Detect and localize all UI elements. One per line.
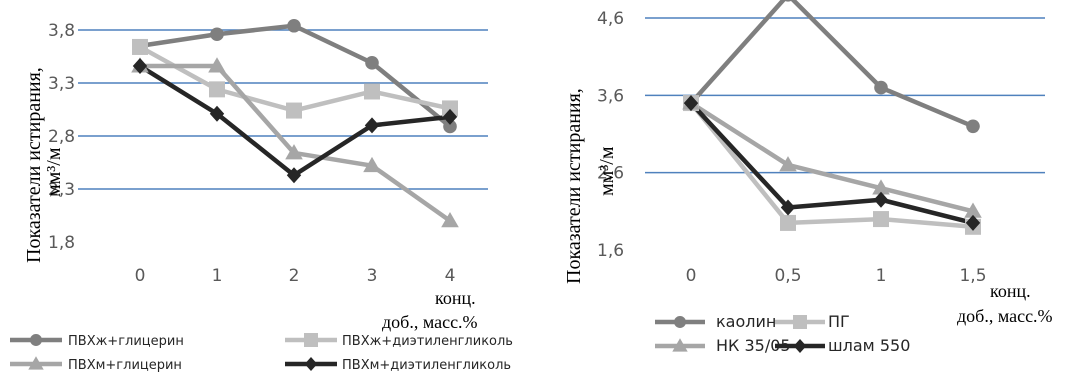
series-line xyxy=(689,101,974,226)
data-point xyxy=(208,57,226,73)
data-point xyxy=(209,105,225,122)
data-point xyxy=(365,56,379,70)
data-point xyxy=(780,214,796,231)
series-line xyxy=(138,44,451,113)
y-tick-label: 2,8 xyxy=(48,127,75,147)
y-axis-unit-label: мм³/м xyxy=(43,147,65,197)
y-axis-unit-label: мм³/м xyxy=(596,146,618,196)
x-tick-label: 1 xyxy=(212,266,223,286)
data-point xyxy=(441,212,459,228)
data-point xyxy=(873,211,889,228)
x-axis-label-line1: конц. xyxy=(435,288,476,308)
y-axis-label: Показатели истирания, xyxy=(23,67,45,263)
y-tick-label: 1,6 xyxy=(597,241,624,261)
legend-marker xyxy=(793,339,807,353)
x-tick-label: 2 xyxy=(289,266,300,286)
x-tick-label: 1 xyxy=(876,266,887,286)
data-point xyxy=(443,119,457,134)
legend-marker xyxy=(304,333,318,347)
data-point xyxy=(965,214,981,231)
legend-marker xyxy=(674,316,686,328)
data-point xyxy=(132,38,148,55)
x-axis-label-line1: конц. xyxy=(990,281,1031,301)
x-tick-label: 0 xyxy=(135,266,146,286)
data-point xyxy=(210,27,224,42)
legend-label: ПВХж+глицерин xyxy=(68,334,184,349)
chart-right: 4,6 3,6 2,6 1,6 0 0,5 1 1,5 каолин ПГ НК 35/05 шл… xyxy=(563,0,1053,355)
data-point xyxy=(286,102,302,119)
x-tick-label: 4 xyxy=(445,266,456,286)
data-point xyxy=(779,156,797,172)
data-point xyxy=(364,117,380,134)
data-point xyxy=(364,83,380,100)
data-point xyxy=(132,58,148,75)
x-tick-label: 0 xyxy=(686,266,697,286)
data-point xyxy=(780,199,796,216)
y-tick-label: 3,3 xyxy=(48,74,75,94)
data-point xyxy=(442,100,458,117)
legend-label: НК 35/05 xyxy=(716,336,791,355)
x-axis-label-line2: доб., масс.% xyxy=(382,312,478,332)
series-line xyxy=(689,101,974,230)
data-point xyxy=(442,108,458,125)
data-point xyxy=(285,144,303,160)
y-tick-label: 2,3 xyxy=(48,180,75,200)
x-axis-label-line2: доб., масс.% xyxy=(957,306,1053,326)
data-point xyxy=(287,18,301,33)
data-point xyxy=(966,119,980,134)
x-tick-label: 3 xyxy=(367,266,378,286)
y-axis-label: Показатели истирания, xyxy=(563,88,585,284)
data-point xyxy=(209,81,225,98)
x-tick-label: 1,5 xyxy=(959,266,986,286)
chart-left: 3,8 3,3 2,8 2,3 1,8 0 1 2 3 4 ПВХж+глицерин ПВХж+… xyxy=(10,18,513,373)
y-tick-label: 3,8 xyxy=(48,21,75,41)
legend-label: каолин xyxy=(716,312,776,331)
data-point xyxy=(964,202,982,218)
legend-marker xyxy=(30,334,42,346)
data-point xyxy=(874,80,888,95)
series-line xyxy=(689,0,974,129)
data-point xyxy=(783,0,793,2)
legend-marker xyxy=(28,356,44,370)
legend-label: шлам 550 xyxy=(828,336,910,355)
series-line xyxy=(689,101,974,214)
legend-label: ПВХж+диэтиленгликоль xyxy=(342,334,513,349)
data-point xyxy=(363,156,381,173)
legend-marker xyxy=(672,338,688,352)
y-tick-label: 1,8 xyxy=(48,233,75,253)
legend-label: ПВХм+глицерин xyxy=(68,358,182,373)
legend-marker xyxy=(304,357,318,371)
y-tick-label: 2,6 xyxy=(597,164,624,184)
legend-label: ПГ xyxy=(828,312,850,331)
legend-marker xyxy=(793,315,807,329)
data-point xyxy=(872,179,890,195)
y-tick-label: 3,6 xyxy=(597,86,624,106)
data-point xyxy=(683,95,699,112)
y-tick-label: 4,6 xyxy=(597,9,624,29)
data-point xyxy=(286,167,302,184)
x-tick-label: 0,5 xyxy=(774,266,801,286)
data-point xyxy=(873,191,889,208)
legend-label: ПВХм+диэтиленгликоль xyxy=(342,358,511,373)
